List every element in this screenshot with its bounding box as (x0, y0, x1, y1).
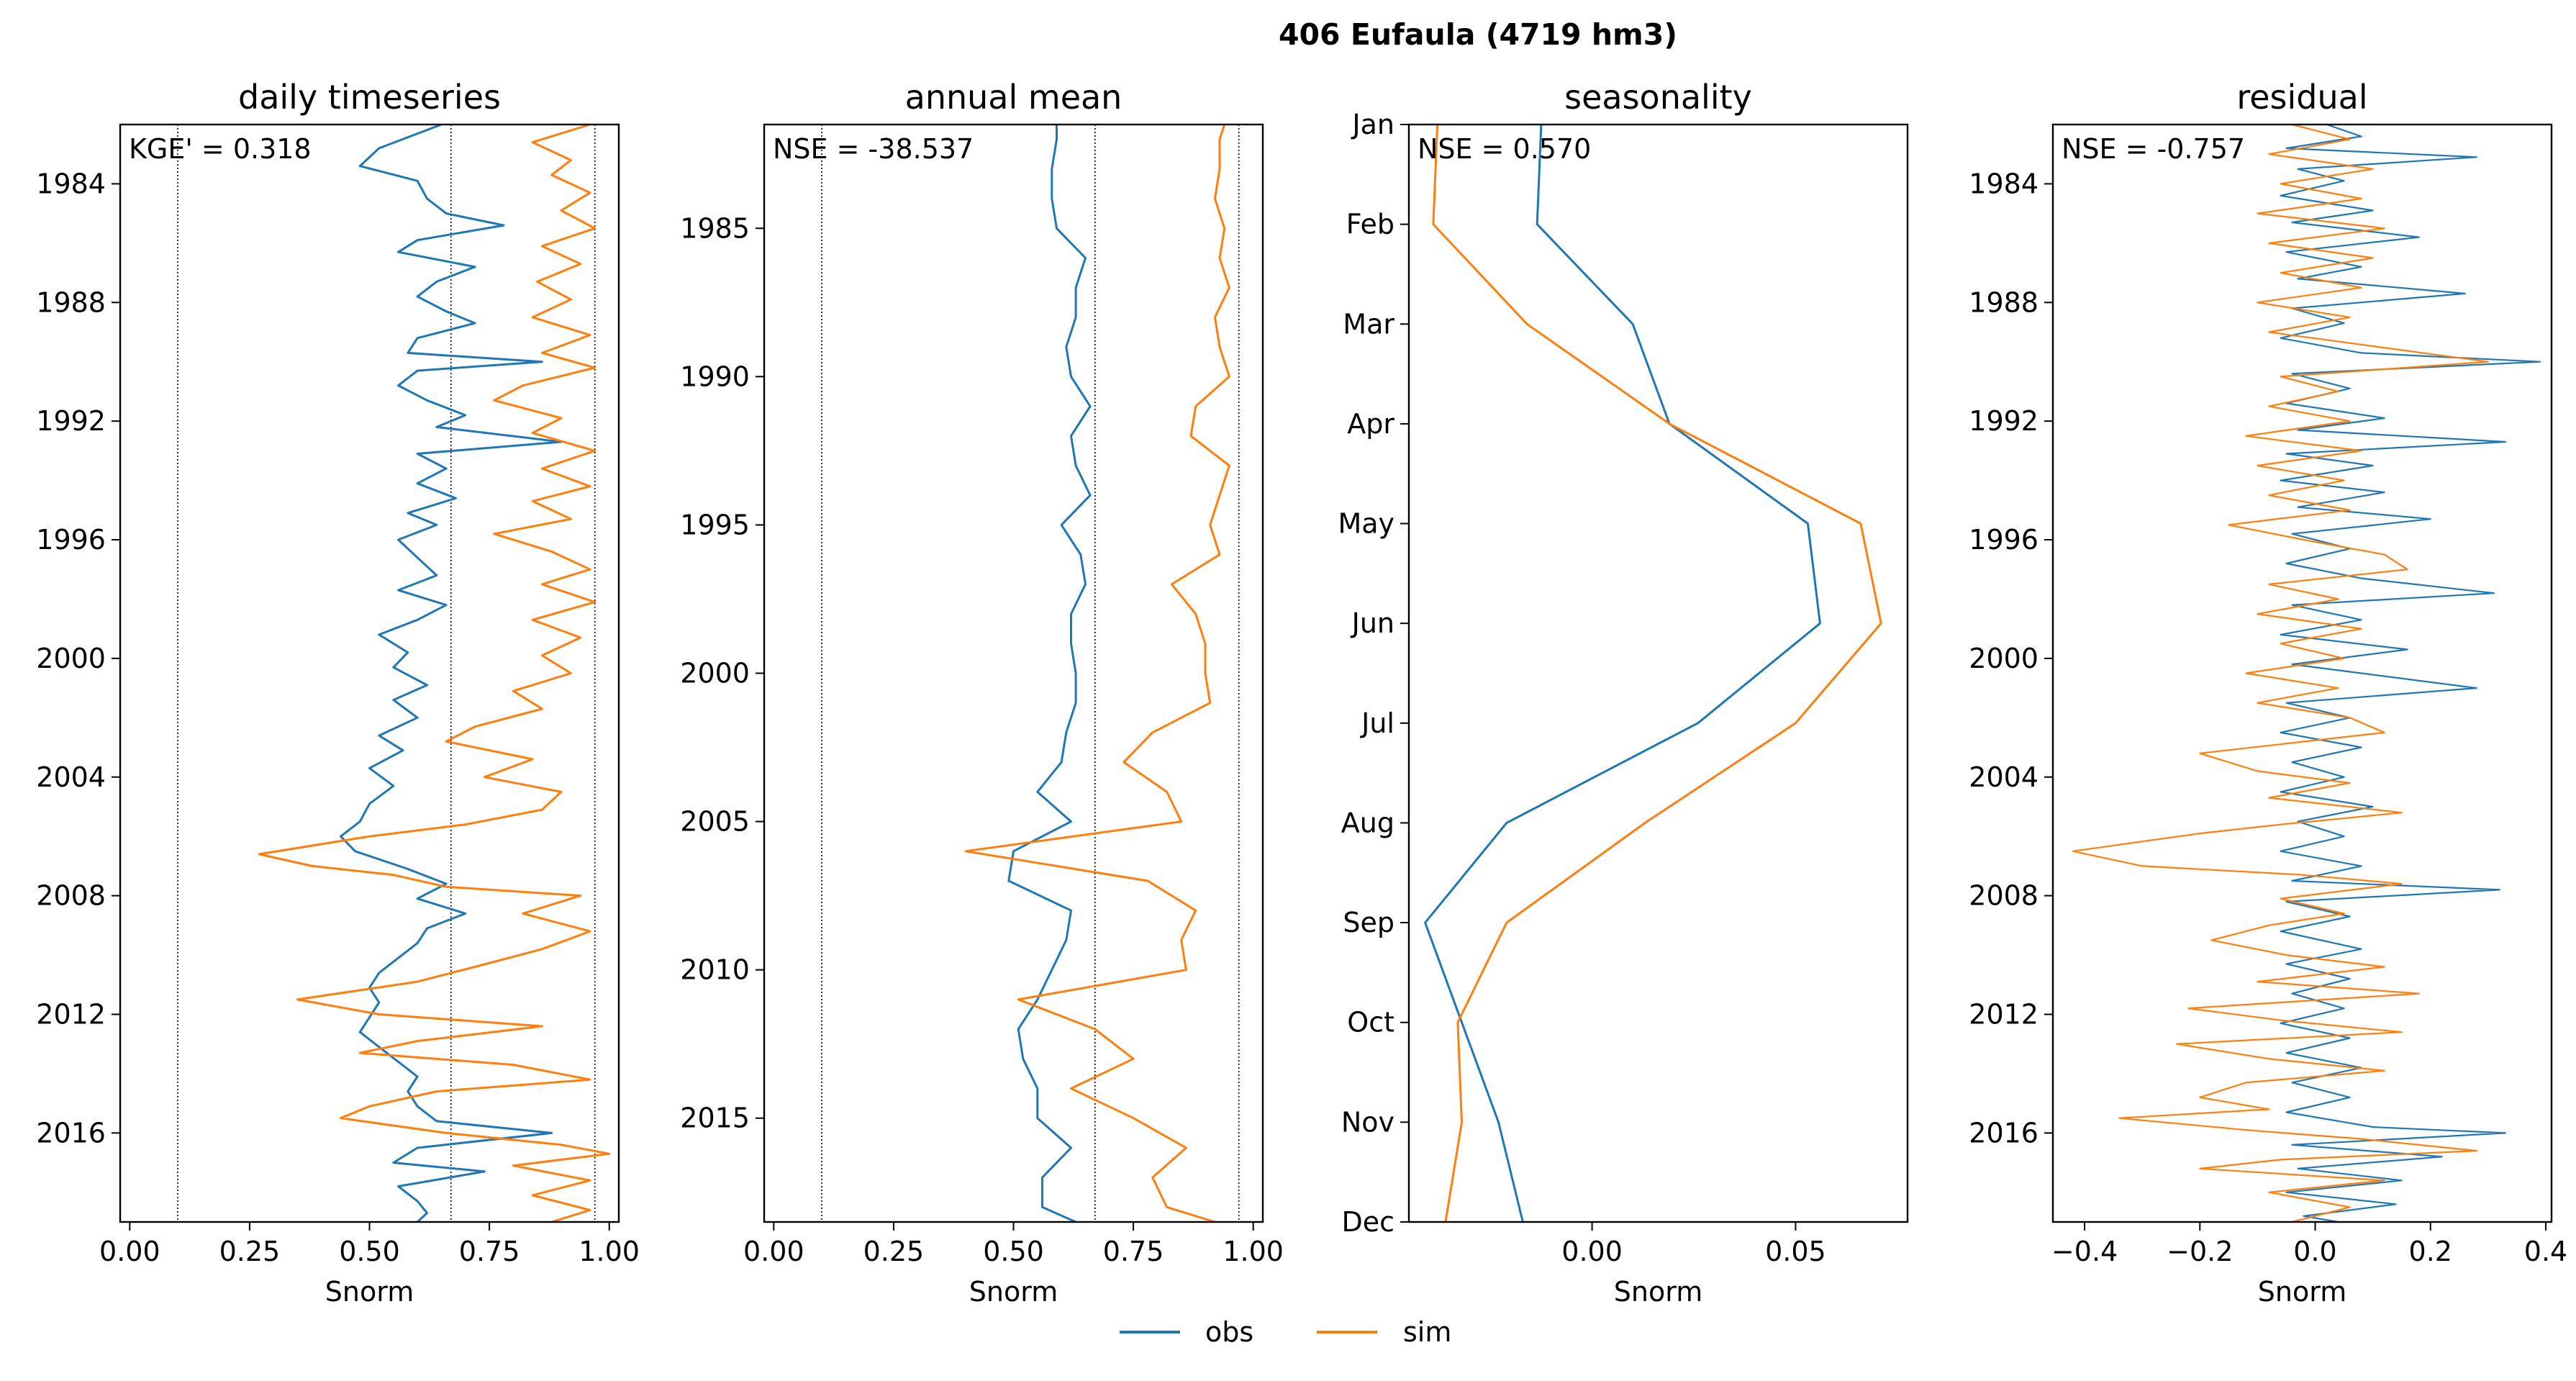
residual-ytick-label-5: 2004 (1969, 761, 2038, 793)
figure-suptitle: 406 Eufaula (4719 hm3) (1279, 17, 1677, 52)
daily-timeseries-xtick-label-1: 0.25 (219, 1236, 281, 1267)
seasonality-xtick-label-0: 0.00 (1561, 1236, 1623, 1267)
daily-timeseries-ytick-label-6: 2008 (36, 880, 106, 912)
daily-timeseries-ytick-label-1: 1988 (36, 286, 106, 318)
seasonality-xlabel: Snorm (1614, 1276, 1702, 1308)
seasonality-ytick-label-8: Sep (1343, 907, 1394, 938)
legend: obs sim (1120, 1316, 1451, 1348)
daily-timeseries-xlabel: Snorm (325, 1276, 414, 1308)
seasonality-ytick-label-6: Jul (1360, 707, 1394, 739)
annual-mean-ytick-label-3: 2000 (680, 658, 750, 689)
residual-ytick-label-8: 2016 (1969, 1117, 2038, 1149)
residual-ytick-label-2: 1992 (1969, 405, 2038, 437)
seasonality-ytick-label-7: Aug (1341, 807, 1394, 838)
residual-series-sim-line (2072, 124, 2489, 1222)
annual-mean-xtick-label-3: 0.75 (1103, 1236, 1164, 1267)
seasonality-ytick-label-11: Dec (1341, 1206, 1394, 1238)
residual-ytick-label-0: 1984 (1969, 168, 2038, 199)
residual-ytick-label-7: 2012 (1969, 998, 2038, 1030)
seasonality-ytick-label-5: Jun (1351, 607, 1394, 639)
daily-timeseries-xtick-label-4: 1.00 (579, 1236, 640, 1267)
seasonality-ytick-label-2: Mar (1343, 308, 1394, 340)
daily-timeseries-ytick-label-4: 2000 (36, 643, 106, 674)
daily-timeseries-ytick-label-3: 1996 (36, 524, 106, 556)
seasonality-ytick-label-10: Nov (1341, 1106, 1394, 1138)
annual-mean-xlabel: Snorm (969, 1276, 1058, 1308)
residual-ytick-label-6: 2008 (1969, 880, 2038, 912)
panel-residual: residual −0.4 −0.2 0.0 0.2 0.4 1984 1988 1992 199… (1969, 78, 2567, 1308)
residual-xtick-label-1: −0.2 (2167, 1236, 2233, 1267)
annual-mean-ytick-label-2: 1995 (680, 509, 750, 540)
seasonality-ytick-label-3: Apr (1347, 408, 1394, 440)
daily-timeseries-series-obs-line (340, 124, 563, 1222)
daily-timeseries-ytick-label-7: 2012 (36, 998, 106, 1030)
legend-label-sim: sim (1403, 1316, 1451, 1348)
daily-timeseries-metric-label: KGE' = 0.318 (129, 133, 312, 165)
residual-axes-frame (2051, 123, 2553, 1223)
residual-xlabel: Snorm (2258, 1276, 2346, 1308)
panel-daily-timeseries: daily timeseries 0.00 0.25 0.50 0.75 1.00 1984… (36, 78, 640, 1308)
residual-ytick-label-4: 2000 (1969, 643, 2038, 674)
residual-xtick-label-3: 0.2 (2409, 1236, 2452, 1267)
annual-mean-series-sim-line (964, 124, 1230, 1222)
seasonality-xtick-label-1: 0.05 (1765, 1236, 1826, 1267)
annual-mean-ytick-label-1: 1990 (680, 361, 750, 392)
annual-mean-metric-label: NSE = -38.537 (773, 133, 974, 165)
seasonality-ytick-label-1: Feb (1346, 209, 1394, 240)
seasonality-axes-frame (1407, 123, 1909, 1223)
annual-mean-xtick-label-2: 0.50 (983, 1236, 1044, 1267)
daily-timeseries-ytick-label-5: 2004 (36, 761, 106, 793)
annual-mean-series-obs-line (1007, 124, 1092, 1222)
residual-title: residual (2236, 78, 2367, 117)
daily-timeseries-axes-frame (119, 123, 620, 1223)
seasonality-ytick-label-9: Oct (1347, 1007, 1394, 1038)
seasonality-metric-label: NSE = 0.570 (1418, 133, 1591, 165)
annual-mean-xtick-label-4: 1.00 (1223, 1236, 1284, 1267)
residual-series-obs-line (2280, 124, 2541, 1222)
seasonality-ytick-label-4: May (1338, 508, 1394, 540)
residual-xtick-label-2: 0.0 (2293, 1236, 2336, 1267)
annual-mean-ytick-label-0: 1985 (680, 212, 750, 244)
annual-mean-axes-frame (763, 123, 1264, 1223)
daily-timeseries-xtick-label-2: 0.50 (339, 1236, 400, 1267)
annual-mean-xtick-label-0: 0.00 (743, 1236, 804, 1267)
daily-timeseries-series-sim-line (258, 124, 611, 1222)
seasonality-series-obs-line (1424, 124, 1821, 1222)
daily-timeseries-ytick-label-8: 2016 (36, 1117, 106, 1149)
seasonality-series-sim-line (1432, 124, 1882, 1222)
annual-mean-xtick-label-1: 0.25 (863, 1236, 925, 1267)
seasonality-title: seasonality (1564, 78, 1752, 117)
seasonality-ytick-label-0: Jan (1351, 109, 1394, 140)
panel-annual-mean: annual mean 0.00 0.25 0.50 0.75 1.00 1985 1990 1… (680, 78, 1284, 1308)
residual-ytick-label-3: 1996 (1969, 524, 2038, 556)
daily-timeseries-ytick-label-0: 1984 (36, 168, 106, 199)
annual-mean-ytick-label-5: 2010 (680, 954, 750, 986)
daily-timeseries-title: daily timeseries (238, 78, 501, 117)
annual-mean-ytick-label-4: 2005 (680, 806, 750, 838)
daily-timeseries-ytick-label-2: 1992 (36, 405, 106, 437)
residual-xtick-label-0: −0.4 (2051, 1236, 2118, 1267)
residual-xtick-label-4: 0.4 (2524, 1236, 2567, 1267)
daily-timeseries-xtick-label-0: 0.00 (99, 1236, 160, 1267)
panel-seasonality: seasonality 0.00 0.05 Jan Feb Mar Apr May Jun Jul… (1338, 78, 1909, 1308)
residual-metric-label: NSE = -0.757 (2062, 133, 2245, 165)
annual-mean-ytick-label-6: 2015 (680, 1102, 750, 1134)
annual-mean-title: annual mean (905, 78, 1123, 117)
daily-timeseries-xtick-label-3: 0.75 (459, 1236, 520, 1267)
legend-label-obs: obs (1205, 1316, 1253, 1348)
residual-ytick-label-1: 1988 (1969, 286, 2038, 318)
